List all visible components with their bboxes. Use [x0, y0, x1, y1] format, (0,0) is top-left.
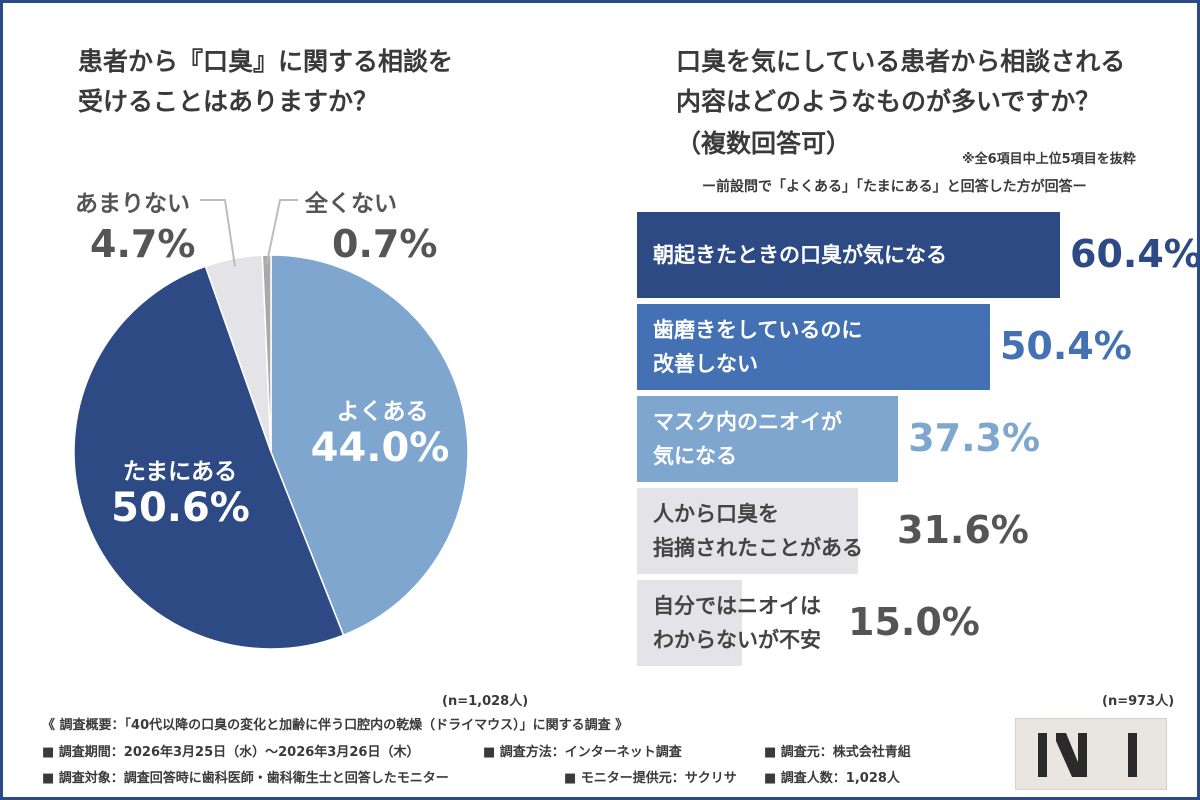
survey-target: ■ 調査対象：調査回答時に歯科医師・歯科衛生士と回答したモニター [42, 771, 449, 786]
right-title-line2: 内容はどのようなものが多いですか？ [676, 87, 1101, 116]
right-question-title: 口臭を気にしている患者から相談される 内容はどのようなものが多いですか？ [676, 42, 1125, 122]
pie-label-seldom: あまりない [75, 191, 190, 217]
survey-summary: 《 調査概要：「40代以降の口臭の変化と加齢に伴う口腔内の乾燥（ドライマウス）」… [42, 718, 629, 733]
pie-chart [73, 199, 469, 650]
pie-leader-seldom [200, 199, 236, 267]
bar-label-anxious-line1: 自分ではニオイは [653, 594, 821, 618]
pie-value-never: 0.7% [332, 222, 438, 266]
bar-label-anxious: 自分ではニオイは わからないが不安 [653, 589, 821, 657]
condition-note: ー前設問で「よくある」「たまにある」と回答した方が回答ー [702, 179, 1087, 195]
bar-label-pointed-out: 人から口臭を 指摘されたことがある [653, 497, 863, 565]
left-title-line2: 受けることはありますか？ [78, 87, 379, 116]
pie-value-sometimes: 50.6% [111, 485, 250, 531]
bar-value-morning: 60.4% [1070, 232, 1200, 276]
survey-period: ■ 調査期間：2026年3月25日（水）～2026年3月26日（木） [42, 745, 420, 760]
company-logo [1015, 718, 1167, 790]
right-n-note: (n=973人) [1102, 694, 1175, 709]
bar-value-pointed-out: 31.6% [897, 508, 1029, 552]
logo-mark-icon [1038, 733, 1137, 777]
left-question-title: 患者から『口臭』に関する相談を 受けることはありますか？ [78, 42, 453, 122]
bar-value-mask: 37.3% [908, 416, 1041, 460]
survey-source: ■ 調査元：株式会社青組 [764, 745, 911, 760]
bar-label-brushing-line1: 歯磨きをしているのに [653, 318, 863, 342]
bar-label-morning: 朝起きたときの口臭が気になる [653, 238, 947, 272]
bar-morning [637, 212, 1060, 298]
pie-label-never: 全くない [305, 191, 397, 217]
bar-label-anxious-line2: わからないが不安 [653, 628, 821, 652]
pie-slice-0 [270, 254, 469, 637]
bar-label-pointed-out-line1: 人から口臭を [653, 502, 779, 526]
bar-label-mask-line2: 気になる [653, 444, 737, 468]
bar-anxious [637, 580, 743, 666]
left-n-note: (n=1,028人) [442, 694, 529, 709]
right-title-line3: （複数回答可） [676, 129, 852, 158]
pie-label-sometimes: たまにある [122, 459, 238, 485]
bar-label-pointed-out-line2: 指摘されたことがある [653, 536, 863, 560]
top5-note: ※全6項目中上位5項目を抜粋 [962, 152, 1136, 167]
bar-label-brushing-line2: 改善しない [653, 352, 758, 376]
left-title-line1: 患者から『口臭』に関する相談を [78, 47, 454, 76]
bar-label-mask-line1: マスク内のニオイが [653, 410, 842, 434]
pie-label-often: よくある [336, 399, 429, 425]
pie-value-seldom: 4.7% [90, 222, 196, 266]
bar-brushing [637, 304, 990, 390]
bar-label-morning-line1: 朝起きたときの口臭が気になる [653, 243, 947, 267]
bar-label-brushing: 歯磨きをしているのに 改善しない [653, 313, 862, 381]
right-title-line1: 口臭を気にしている患者から相談される [676, 47, 1126, 76]
survey-method: ■ 調査方法：インターネット調査 [483, 745, 682, 760]
bar-label-mask: マスク内のニオイが 気になる [653, 405, 842, 473]
survey-count: ■ 調査人数：1,028人 [764, 771, 900, 786]
pie-slice-1 [73, 265, 345, 650]
pie-leader-never [265, 199, 298, 264]
bar-value-brushing: 50.4% [999, 324, 1132, 368]
pie-value-often: 44.0% [310, 425, 450, 471]
bar-mask [637, 396, 899, 482]
bar-pointed-out [637, 488, 859, 574]
bar-value-anxious: 15.0% [848, 600, 980, 644]
survey-provider: ■ モニター提供元：サクリサ [564, 771, 737, 786]
pie-slice-3 [261, 254, 272, 453]
